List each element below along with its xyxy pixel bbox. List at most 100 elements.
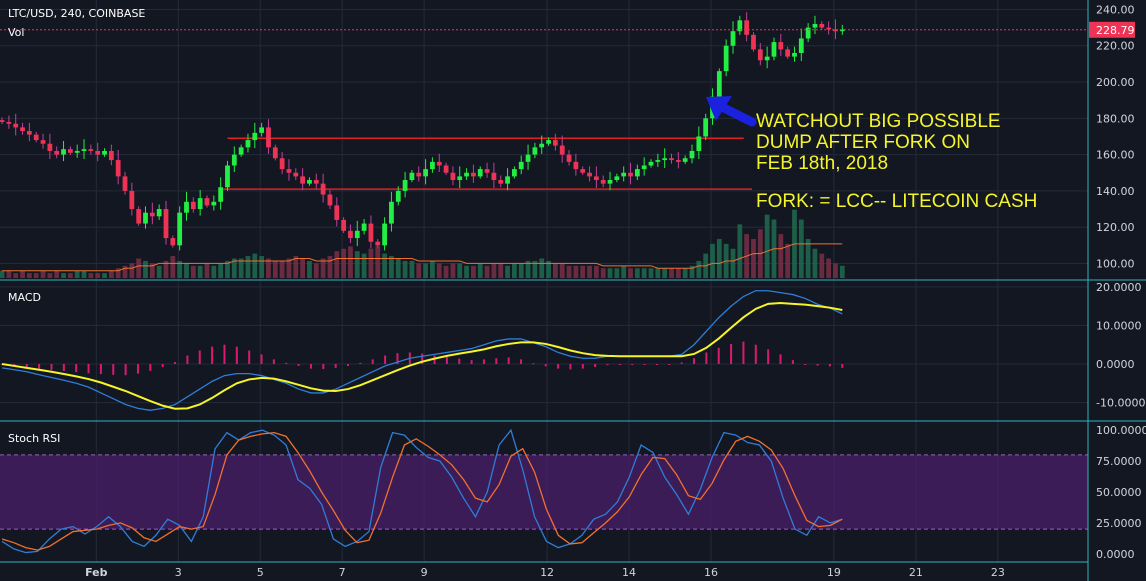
- symbol-legend[interactable]: LTC/USD, 240, COINBASE: [8, 7, 145, 20]
- candle-body: [539, 143, 545, 148]
- volume-bar: [710, 243, 715, 278]
- volume-ma-line: [2, 243, 843, 272]
- macd-hist-bar: [322, 364, 325, 370]
- macd-hist-bar: [495, 358, 498, 364]
- macd-histogram: [1, 341, 844, 376]
- stoch-rsi-tick-label: 75.0000: [1096, 455, 1142, 468]
- candle-body: [20, 127, 25, 132]
- volume-bar: [293, 256, 299, 278]
- last-price-tag: 228.79: [1089, 21, 1135, 38]
- volume-bar: [20, 270, 25, 278]
- candle-body: [587, 172, 592, 177]
- candle-body: [723, 45, 729, 72]
- candle-body: [634, 169, 640, 177]
- volume-bar: [136, 258, 142, 278]
- candle-body: [190, 201, 196, 210]
- candle-body: [395, 190, 401, 202]
- time-tick-label: 3: [175, 566, 182, 579]
- volume-bar: [552, 263, 558, 278]
- time-axis[interactable]: Feb 3 5 7 9 12 14 16 19 21 23: [85, 566, 1005, 579]
- volume-bar: [115, 268, 121, 278]
- macd-hist-bar: [136, 364, 139, 374]
- candle-body: [197, 198, 203, 210]
- macd-hist-bar: [668, 364, 671, 365]
- macd-hist-bar: [248, 350, 251, 364]
- volume-bar: [156, 265, 162, 278]
- volume-bar: [402, 260, 408, 278]
- macd-tick-label: -10.0000: [1096, 397, 1145, 410]
- volume-bar: [655, 268, 661, 278]
- volume-bar: [477, 263, 483, 278]
- candle-body: [67, 149, 73, 153]
- candle-body: [54, 150, 60, 155]
- macd-hist-bar: [384, 355, 387, 364]
- candle-body: [61, 149, 66, 155]
- price-pane[interactable]: [0, 12, 1088, 278]
- volume-legend[interactable]: Vol: [8, 26, 24, 39]
- candle-body: [286, 169, 292, 173]
- macd-hist-bar: [396, 353, 399, 364]
- macd-tick-label: 10.0000: [1096, 319, 1142, 332]
- macd-pane[interactable]: [1, 290, 844, 411]
- macd-signal-line: [1, 302, 843, 410]
- macd-hist-bar: [309, 364, 312, 369]
- volume-bar: [580, 265, 586, 278]
- time-tick-label: Feb: [85, 566, 108, 579]
- macd-hist-bar: [742, 341, 745, 364]
- candle-body: [559, 145, 565, 155]
- candle-body: [805, 27, 811, 39]
- candle-body: [464, 172, 469, 177]
- macd-hist-bar: [38, 364, 41, 369]
- volume-bar: [593, 265, 599, 278]
- stoch-rsi-pane[interactable]: [0, 428, 1088, 554]
- macd-hist-bar: [445, 357, 448, 364]
- volume-bar: [231, 258, 237, 278]
- candle-body: [327, 194, 333, 206]
- candle-body: [682, 158, 688, 162]
- stoch-rsi-tick-label: 0.0000: [1096, 548, 1135, 561]
- price-axis[interactable]: 100.00 120.00 140.00 160.00 180.00 200.00 220.…: [1096, 3, 1135, 270]
- candle-body: [785, 49, 791, 57]
- volume-bar: [47, 273, 53, 278]
- candle-body: [334, 205, 340, 220]
- volume-bar: [129, 263, 135, 278]
- volume-bar: [648, 268, 654, 278]
- candle-body: [757, 49, 763, 61]
- stoch-rsi-axis[interactable]: 0.0000 25.0000 50.0000 75.0000 100.0000: [1096, 424, 1146, 561]
- candle-body: [409, 172, 415, 181]
- volume-bar: [778, 234, 784, 278]
- volume-bar: [525, 260, 531, 278]
- volume-bar: [81, 270, 87, 278]
- candle-body: [40, 140, 46, 144]
- macd-hist-bar: [421, 353, 424, 364]
- candle-body: [6, 121, 12, 124]
- volume-bar: [689, 265, 695, 278]
- candle-body: [204, 198, 210, 206]
- volume-bar: [819, 253, 825, 278]
- candle-body: [307, 180, 312, 184]
- candle-body: [354, 230, 360, 239]
- volume-bar: [334, 251, 340, 278]
- volume-bar: [313, 263, 319, 278]
- macd-legend[interactable]: MACD: [8, 291, 41, 304]
- macd-hist-bar: [99, 364, 102, 375]
- volume-bar: [833, 263, 838, 278]
- macd-hist-bar: [297, 364, 300, 366]
- macd-axis[interactable]: -10.0000 0.0000 10.0000 20.0000: [1096, 281, 1145, 410]
- up-left-arrow-icon: [706, 96, 757, 127]
- volume-bar: [368, 248, 374, 278]
- annotation-line-1: WATCHOUT BIG POSSIBLE: [756, 111, 1001, 132]
- stoch-rsi-legend[interactable]: Stoch RSI: [8, 432, 60, 445]
- volume-bar: [88, 273, 94, 278]
- macd-hist-bar: [211, 346, 214, 364]
- volume-bar: [102, 273, 107, 278]
- volume-bar: [6, 270, 12, 278]
- macd-hist-bar: [371, 359, 374, 364]
- volume-bar: [798, 219, 804, 278]
- macd-hist-bar: [334, 364, 337, 368]
- price-tick-label: 240.00: [1096, 3, 1135, 16]
- candle-body: [819, 23, 825, 28]
- candle-body: [655, 160, 661, 162]
- volume-bar: [464, 265, 469, 278]
